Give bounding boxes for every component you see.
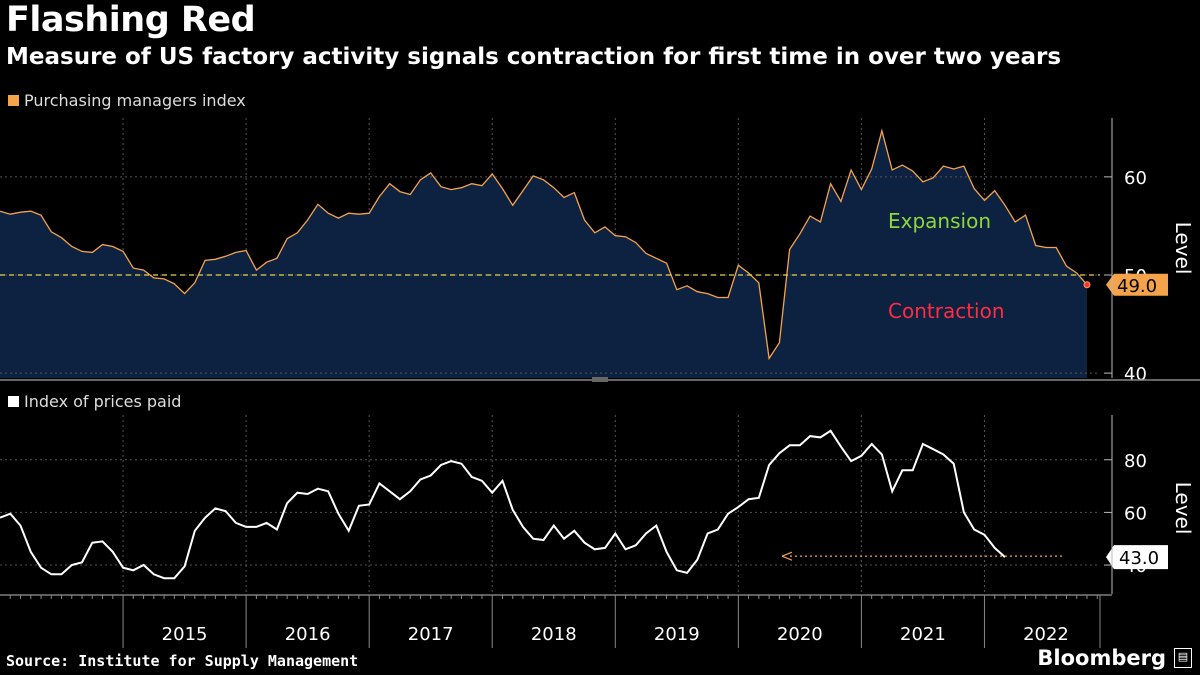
- source-note: Source: Institute for Supply Management: [6, 652, 359, 670]
- bloomberg-terminal-icon: ▤: [1174, 648, 1192, 668]
- legend-label-pmi: Purchasing managers index: [24, 91, 246, 110]
- legend-prices: Index of prices paid: [8, 392, 181, 411]
- x-tick-label: 2015: [162, 624, 208, 645]
- chart-title: Flashing Red: [6, 0, 256, 40]
- chart-subtitle: Measure of US factory activity signals c…: [6, 44, 1062, 70]
- prices-ytick-label: 80: [1124, 451, 1147, 472]
- panel-resize-handle: [592, 377, 608, 382]
- x-tick-label: 2019: [654, 624, 700, 645]
- pmi-ytick-label: 40: [1124, 364, 1147, 385]
- x-tick-label: 2022: [1023, 624, 1069, 645]
- legend-swatch-prices: [8, 396, 19, 407]
- pmi-series-line: [0, 128, 1088, 361]
- pmi-area-fill: [0, 130, 1087, 378]
- x-tick-label: 2018: [531, 624, 577, 645]
- pmi-last-value-label: 49.0: [1117, 276, 1157, 297]
- pmi-ytick-label: 60: [1124, 168, 1147, 189]
- x-tick-label: 2020: [777, 624, 823, 645]
- prices-comparison-arrowhead: [781, 551, 793, 561]
- prices-series-line: [0, 429, 1006, 580]
- legend-pmi: Purchasing managers index: [8, 91, 246, 110]
- pmi-last-point: [1083, 281, 1091, 289]
- bloomberg-logo: Bloomberg ▤: [1037, 646, 1192, 670]
- prices-last-value-badge: [1106, 545, 1168, 570]
- pmi-last-value-badge: [1106, 273, 1168, 296]
- x-tick-label: 2016: [285, 624, 331, 645]
- prices-last-value-label: 43.0: [1119, 548, 1159, 569]
- brand-name: Bloomberg: [1037, 646, 1166, 670]
- annotation-contraction: Contraction: [888, 299, 1005, 323]
- annotation-expansion: Expansion: [888, 209, 991, 233]
- prices-ytick-label: 60: [1124, 503, 1147, 524]
- pmi-y-axis-title: Level: [1171, 222, 1195, 275]
- x-tick-label: 2017: [408, 624, 454, 645]
- legend-swatch-pmi: [8, 95, 19, 106]
- legend-label-prices: Index of prices paid: [24, 392, 182, 411]
- x-tick-label: 2021: [900, 624, 946, 645]
- prices-y-axis-title: Level: [1171, 482, 1195, 535]
